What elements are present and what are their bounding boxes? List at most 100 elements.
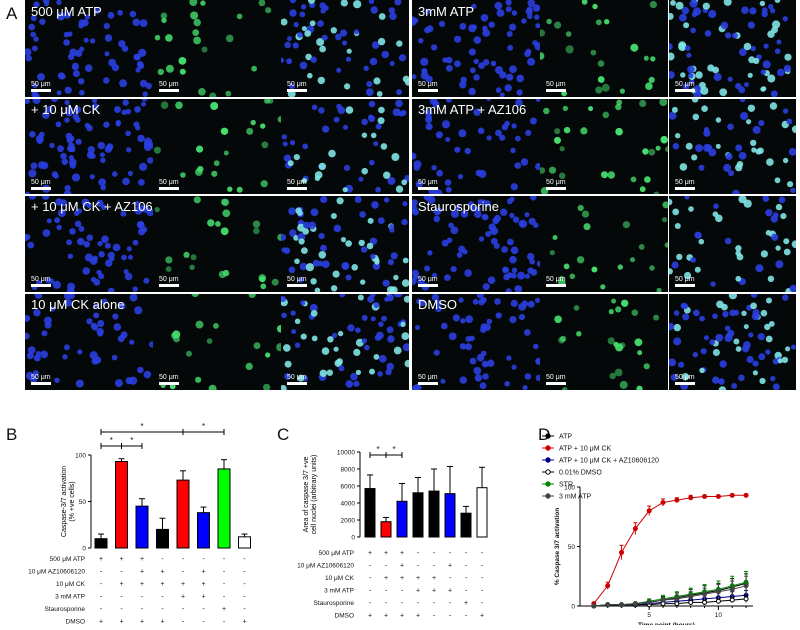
cell-nucleus bbox=[173, 335, 180, 343]
cell-nucleus bbox=[525, 129, 532, 136]
cell-nucleus bbox=[693, 85, 701, 92]
cell-nucleus bbox=[259, 276, 266, 283]
cell-nucleus bbox=[464, 269, 472, 277]
cell-nucleus bbox=[68, 142, 75, 150]
cell-nucleus bbox=[381, 315, 387, 322]
cell-nucleus bbox=[282, 141, 288, 147]
cell-nucleus bbox=[373, 77, 381, 85]
cell-nucleus bbox=[735, 144, 743, 152]
cell-nucleus bbox=[760, 69, 766, 75]
cell-nucleus bbox=[336, 197, 344, 205]
cell-nucleus bbox=[183, 251, 190, 258]
cell-nucleus bbox=[473, 36, 482, 44]
cell-nucleus bbox=[124, 272, 133, 281]
condition-sign: + bbox=[400, 563, 404, 570]
cell-nucleus bbox=[366, 242, 374, 250]
cell-nucleus bbox=[37, 73, 45, 81]
cell-nucleus bbox=[87, 146, 95, 154]
cell-nucleus bbox=[101, 298, 108, 305]
cell-nucleus bbox=[785, 346, 791, 352]
cell-nucleus bbox=[281, 57, 285, 63]
scale-bar-line bbox=[675, 382, 695, 385]
cell-nucleus bbox=[91, 103, 99, 111]
cell-nucleus bbox=[783, 64, 792, 73]
cell-nucleus bbox=[402, 257, 409, 264]
cell-nucleus bbox=[752, 125, 761, 134]
cell-nucleus bbox=[735, 346, 742, 352]
cell-nucleus bbox=[457, 174, 464, 180]
cell-nucleus bbox=[129, 10, 137, 18]
data-point bbox=[646, 599, 652, 605]
cell-nucleus bbox=[473, 74, 480, 81]
condition-sign: - bbox=[243, 581, 246, 588]
cell-nucleus bbox=[117, 9, 123, 16]
cell-nucleus bbox=[355, 369, 361, 375]
cell-nucleus bbox=[499, 92, 505, 97]
cell-nucleus bbox=[784, 53, 792, 61]
cell-nucleus bbox=[25, 234, 30, 241]
cell-nucleus bbox=[474, 374, 483, 382]
cell-nucleus bbox=[549, 250, 555, 256]
cell-nucleus bbox=[495, 87, 502, 93]
condition-sign: - bbox=[223, 569, 226, 576]
cell-nucleus bbox=[342, 40, 348, 46]
micrograph-tile: 50 μm bbox=[669, 98, 796, 195]
cell-nucleus bbox=[346, 48, 352, 54]
cell-nucleus bbox=[698, 164, 705, 171]
cell-nucleus bbox=[39, 18, 46, 25]
cell-nucleus bbox=[473, 108, 481, 116]
cell-nucleus bbox=[738, 374, 745, 382]
cell-nucleus bbox=[727, 76, 733, 82]
cell-nucleus bbox=[770, 90, 778, 97]
cell-nucleus bbox=[400, 109, 407, 116]
cell-nucleus bbox=[137, 62, 145, 69]
cell-nucleus bbox=[338, 365, 345, 372]
cell-nucleus bbox=[505, 288, 512, 292]
y-tick-label: 100 bbox=[75, 453, 86, 460]
cell-nucleus bbox=[142, 91, 148, 97]
cell-nucleus bbox=[597, 76, 605, 83]
cell-nucleus bbox=[69, 228, 76, 235]
cell-nucleus bbox=[386, 362, 394, 371]
cell-nucleus bbox=[420, 71, 429, 80]
cell-nucleus bbox=[118, 302, 126, 310]
cell-nucleus bbox=[75, 138, 82, 145]
micrograph-tile: Staurosporine 50 μm bbox=[412, 195, 540, 292]
cell-nucleus bbox=[375, 186, 381, 193]
cell-nucleus bbox=[309, 303, 318, 312]
cell-nucleus bbox=[367, 217, 374, 224]
cell-nucleus bbox=[288, 266, 296, 274]
micrograph-tile: 50 μm bbox=[540, 195, 668, 292]
cell-nucleus bbox=[311, 335, 318, 342]
condition-sign: - bbox=[161, 606, 164, 613]
cell-nucleus bbox=[535, 23, 540, 29]
condition-sign: - bbox=[433, 563, 436, 570]
condition-sign: - bbox=[182, 606, 185, 613]
cell-nucleus bbox=[740, 98, 746, 103]
cell-nucleus bbox=[378, 321, 384, 327]
cell-nucleus bbox=[165, 266, 172, 272]
cell-nucleus bbox=[46, 218, 52, 224]
cell-nucleus bbox=[546, 18, 552, 25]
cell-nucleus bbox=[558, 336, 565, 344]
condition-sign: + bbox=[99, 556, 103, 563]
cell-nucleus bbox=[395, 293, 403, 298]
cell-nucleus bbox=[139, 162, 148, 171]
cell-nucleus bbox=[718, 378, 725, 385]
condition-row-label: Staurosporine bbox=[314, 600, 355, 607]
cell-nucleus bbox=[340, 0, 348, 7]
scale-bar-label: 50 μm bbox=[675, 81, 695, 88]
cell-nucleus bbox=[777, 68, 785, 77]
cell-nucleus bbox=[609, 372, 616, 380]
cell-nucleus bbox=[310, 208, 319, 217]
cell-nucleus bbox=[246, 127, 254, 135]
cell-nucleus bbox=[438, 20, 446, 27]
cell-nucleus bbox=[482, 283, 490, 291]
cell-nucleus bbox=[694, 266, 701, 273]
cell-nucleus bbox=[495, 129, 502, 137]
data-point bbox=[605, 583, 611, 589]
data-point bbox=[702, 494, 708, 500]
cell-nucleus bbox=[98, 178, 106, 187]
y-axis-label: Area of caspase 3/7 +vecell nuclei (arbi… bbox=[303, 455, 318, 535]
cell-nucleus bbox=[743, 341, 751, 349]
